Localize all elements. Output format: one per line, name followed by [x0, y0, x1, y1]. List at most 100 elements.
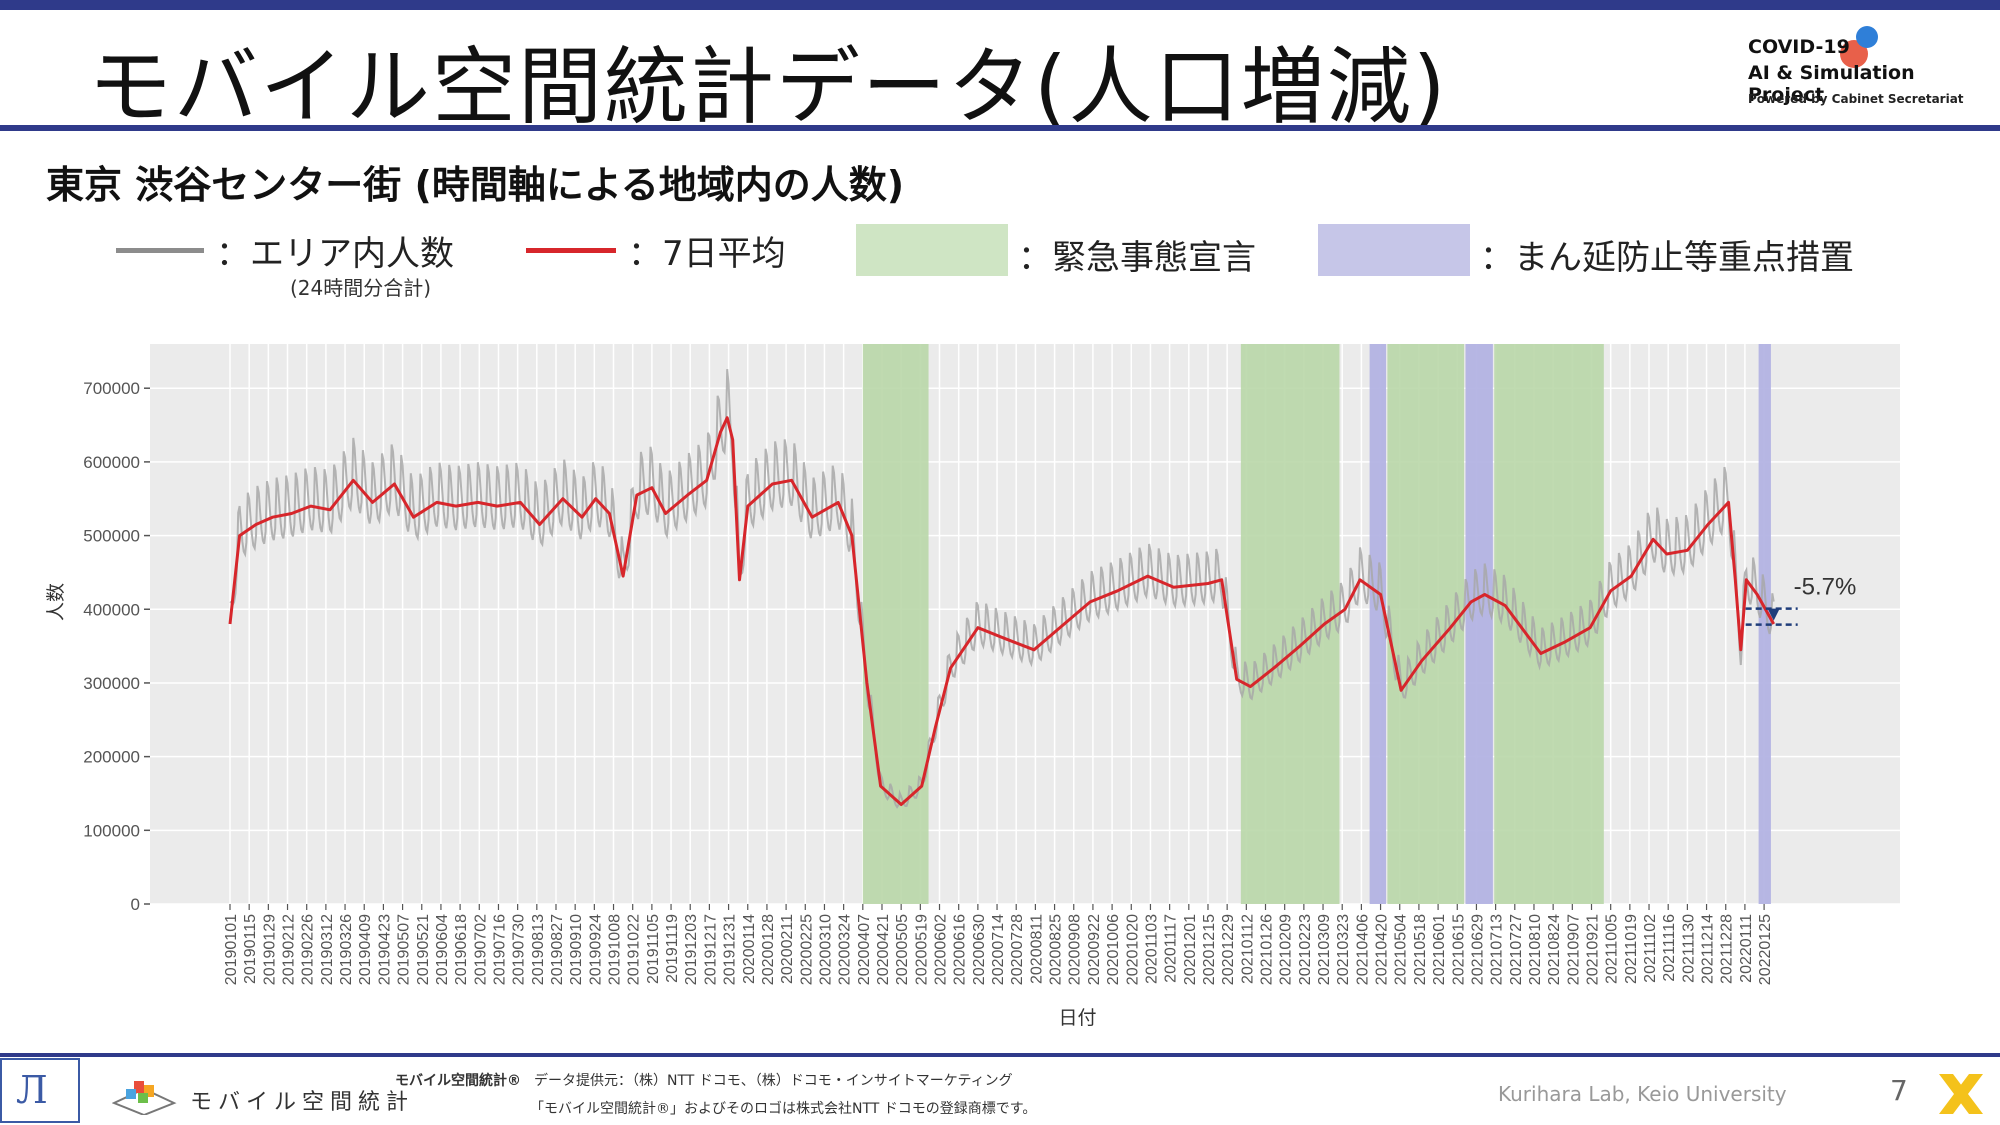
page-number: 7 [1890, 1074, 1908, 1107]
x-tick-label: 20190507 [396, 914, 413, 985]
x-tick-label: 20210323 [1335, 914, 1352, 985]
x-tick-label: 20200505 [894, 914, 911, 985]
x-tick-label: 20210824 [1546, 914, 1563, 985]
x-tick-label: 20201117 [1163, 914, 1180, 983]
priority-period-band [1758, 344, 1771, 904]
x-tick-label: 20210907 [1565, 914, 1582, 985]
x-tick-label: 20200602 [933, 914, 950, 985]
x-tick-label: 20201103 [1143, 914, 1160, 984]
trademark-notice: 「モバイル空間統計®」およびそのロゴは株式会社NTT ドコモの登録商標です。 [530, 1101, 1037, 1117]
x-tick-label: 20191217 [702, 914, 719, 985]
series-avg-line [228, 416, 1776, 806]
annotation-label: -5.7% [1794, 574, 1857, 601]
legend: ：エリア内人数 (24時間分合計) ：7日平均 ：緊急事態宣言 ：まん延防止等重… [0, 222, 2000, 300]
x-tick-label: 20200714 [990, 914, 1007, 985]
x-tick-label: 20190521 [415, 914, 432, 985]
x-tick-label: 20211214 [1700, 914, 1717, 984]
x-tick-label: 20210518 [1412, 914, 1429, 985]
series-raw-line [229, 369, 1775, 809]
x-tick-label: 20220125 [1757, 914, 1774, 985]
legend-gray-note: (24時間分合計) [290, 276, 432, 300]
x-tick-label: 20210309 [1316, 914, 1333, 985]
lab-credit: Kurihara Lab, Keio University [1498, 1082, 1787, 1106]
emergency-period-band [862, 344, 929, 904]
x-tick-label: 20210209 [1278, 914, 1295, 985]
covid-project-logo: COVID-19 AI & Simulation Project Powered… [1748, 26, 1988, 115]
x-tick-label: 20191022 [626, 914, 643, 985]
y-tick-label: 100000 [83, 821, 140, 840]
x-tick-label: 20210112 [1239, 914, 1256, 984]
x-tick-label: 20190618 [453, 914, 470, 985]
mobile-stats-reg: モバイル空間統計® [395, 1073, 521, 1089]
x-tick-label: 20210420 [1374, 914, 1391, 985]
x-tick-label: 20210126 [1259, 914, 1276, 985]
data-provider: データ提供元：（株）NTT ドコモ、（株）ドコモ・インサイトマーケティング [534, 1073, 1013, 1089]
x-tick-label: 20200728 [1009, 914, 1026, 985]
x-tick-label: 20200324 [837, 914, 854, 985]
y-tick-label: 600000 [83, 453, 140, 472]
x-tick-label: 20210810 [1527, 914, 1544, 985]
x-tick-label: 20200114 [741, 914, 758, 984]
x-tick-label: 20190604 [434, 914, 451, 985]
y-tick-label: 200000 [83, 748, 140, 767]
chart-subtitle: 東京 渋谷センター街 (時間軸による地域内の人数) [46, 163, 905, 207]
x-tick-label: 20190813 [530, 914, 547, 985]
x-tick-label: 20200616 [952, 914, 969, 985]
y-tick-label: 500000 [83, 527, 140, 546]
x-tick-label: 20200908 [1067, 914, 1084, 985]
y-tick-label: 300000 [83, 674, 140, 693]
x-tick-label: 20191203 [683, 914, 700, 985]
x-tick-label: 20190716 [491, 914, 508, 985]
x-tick-label: 20190924 [587, 914, 604, 985]
x-tick-label: 20191119 [664, 914, 681, 983]
x-tick-label: 20200421 [875, 914, 892, 985]
page-title: モバイル空間統計データ(人口増減) [88, 38, 1448, 136]
x-tick-label: 20191105 [645, 914, 662, 984]
x-tick-label: 20200825 [1048, 914, 1065, 985]
y-tick-label: 700000 [83, 379, 140, 398]
x-tick-label: 20210601 [1431, 914, 1448, 985]
x-tick-label: 20211116 [1661, 914, 1678, 982]
y-tick-label: 400000 [83, 600, 140, 619]
x-axis-title: 日付 [1058, 1007, 1096, 1029]
top-accent-bar [0, 0, 2000, 10]
x-tick-label: 20190312 [319, 914, 336, 985]
x-tick-label: 20190226 [300, 914, 317, 985]
logo-line3: Powered by Cabinet Secretariat [1748, 92, 1964, 106]
legend-gray-line [116, 248, 204, 253]
x-tick-label: 20210504 [1393, 914, 1410, 985]
x-tick-label: 20190129 [261, 914, 278, 985]
x-tick-label: 20200128 [760, 914, 777, 985]
x-tick-label: 20211005 [1604, 914, 1621, 984]
priority-period-band [1465, 344, 1493, 904]
x-tick-label: 20190101 [223, 914, 240, 985]
mobile-stats-logo-text: モバイル空間統計 [190, 1090, 415, 1115]
x-tick-label: 20211019 [1623, 914, 1640, 984]
emergency-period-band [1494, 344, 1604, 904]
x-tick-label: 20211130 [1680, 914, 1697, 983]
x-tick-label: 20200922 [1086, 914, 1103, 985]
x-tick-label: 20200630 [971, 914, 988, 985]
x-tick-label: 20201201 [1182, 914, 1199, 985]
emergency-period-band [1387, 344, 1465, 904]
x-tick-label: 20201020 [1124, 914, 1141, 985]
legend-purple-box [1318, 224, 1470, 276]
x-logo-icon [1939, 1074, 1983, 1114]
y-tick-label: 0 [131, 895, 140, 914]
x-tick-label: 20210629 [1469, 914, 1486, 985]
mobile-stats-cube-icon [112, 1081, 177, 1115]
legend-green-label: ：緊急事態宣言 [1018, 238, 1256, 278]
x-tick-label: 20200225 [798, 914, 815, 985]
footer-divider [0, 1053, 2000, 1057]
x-tick-label: 20210713 [1489, 914, 1506, 985]
x-tick-label: 20190115 [242, 914, 259, 984]
x-tick-label: 20200519 [913, 914, 930, 985]
x-tick-label: 20200211 [779, 914, 796, 984]
x-tick-label: 20210615 [1450, 914, 1467, 985]
x-tick-label: 20211102 [1642, 914, 1659, 983]
x-tick-label: 20200407 [856, 914, 873, 985]
x-tick-label: 20190423 [376, 914, 393, 985]
logo-blue-circle-icon [1856, 26, 1878, 48]
x-tick-label: 20201215 [1201, 914, 1218, 985]
legend-red-label: ：7日平均 [628, 234, 786, 274]
